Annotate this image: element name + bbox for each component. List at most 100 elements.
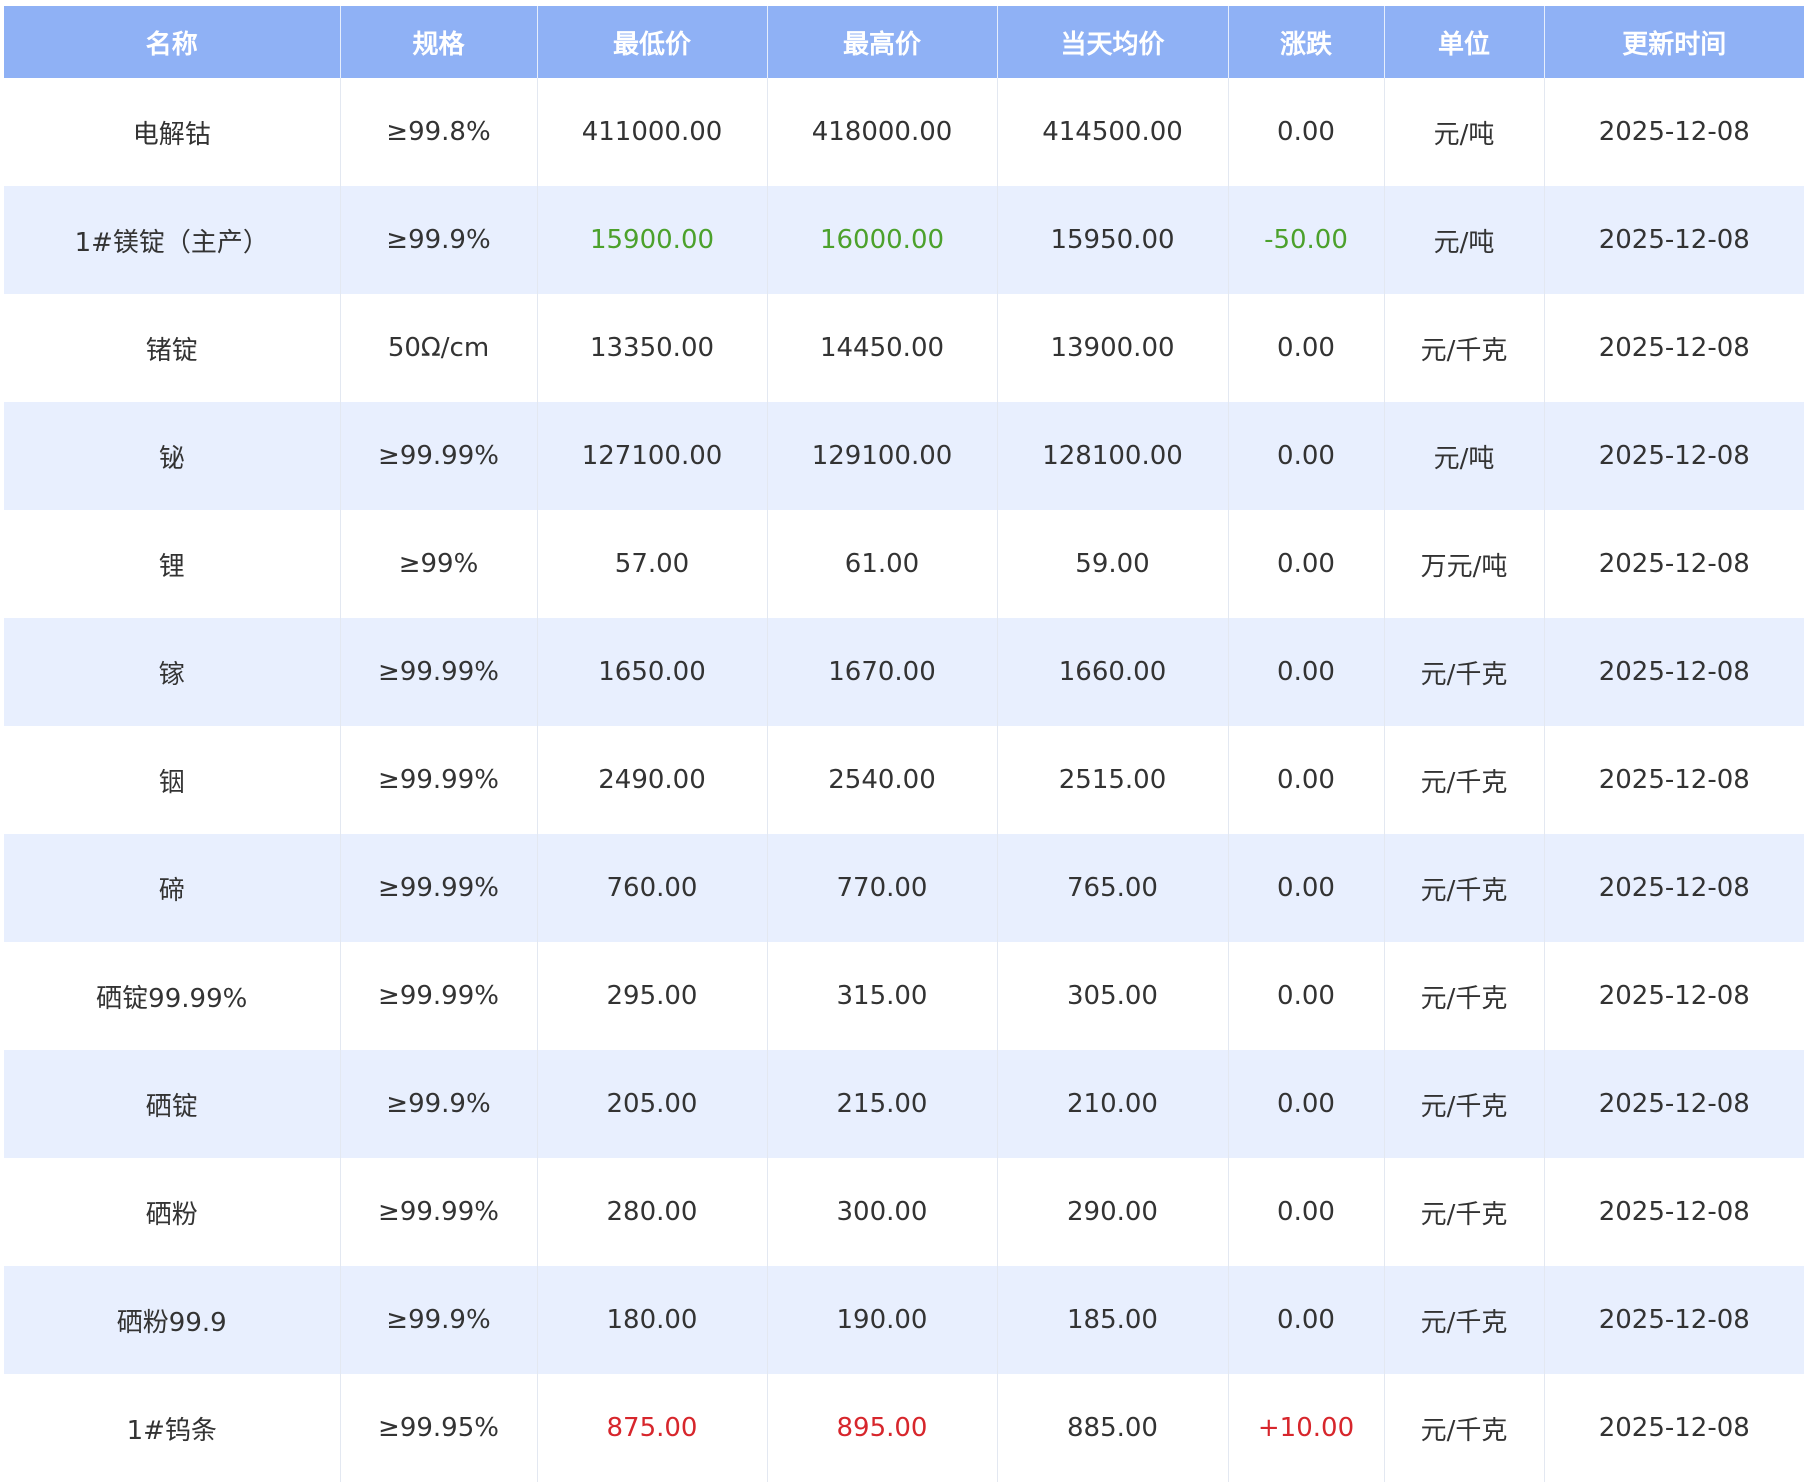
cell-name: 锗锭 (4, 294, 341, 402)
cell-spec: ≥99.8% (340, 78, 538, 186)
cell-avg-price: 885.00 (997, 1374, 1229, 1482)
cell-change: +10.00 (1228, 1374, 1385, 1482)
column-header-high-price[interactable]: 最高价 (767, 6, 998, 78)
cell-high-price: 190.00 (767, 1266, 998, 1374)
cell-high-price: 770.00 (767, 834, 998, 942)
header-row: 名称 规格 最低价 最高价 当天均价 涨跌 单位 更新时间 (4, 6, 1804, 78)
column-header-unit[interactable]: 单位 (1384, 6, 1545, 78)
cell-update-time: 2025-12-08 (1544, 510, 1804, 618)
cell-change: 0.00 (1228, 510, 1385, 618)
cell-name: 锂 (4, 510, 341, 618)
table-row[interactable]: 镓 ≥99.99% 1650.00 1670.00 1660.00 0.00 元/千克 202… (4, 618, 1804, 726)
cell-low-price: 57.00 (537, 510, 768, 618)
cell-avg-price: 210.00 (997, 1050, 1229, 1158)
table-row[interactable]: 1#镁锭（主产） ≥99.9% 15900.00 16000.00 15950.00 -5… (4, 186, 1804, 294)
cell-update-time: 2025-12-08 (1544, 402, 1804, 510)
table-row[interactable]: 电解钴 ≥99.8% 411000.00 418000.00 414500.00 0.00… (4, 78, 1804, 186)
table-row[interactable]: 硒锭99.99% ≥99.99% 295.00 315.00 305.00 0.00 元/千… (4, 942, 1804, 1050)
cell-update-time: 2025-12-08 (1544, 1374, 1804, 1482)
cell-unit: 元/千克 (1384, 834, 1545, 942)
cell-unit: 元/千克 (1384, 1374, 1545, 1482)
table-body: 电解钴 ≥99.8% 411000.00 418000.00 414500.00 0.00… (4, 78, 1804, 1482)
cell-name: 电解钴 (4, 78, 341, 186)
cell-name: 碲 (4, 834, 341, 942)
cell-avg-price: 13900.00 (997, 294, 1229, 402)
cell-low-price: 205.00 (537, 1050, 768, 1158)
cell-update-time: 2025-12-08 (1544, 1158, 1804, 1266)
cell-avg-price: 2515.00 (997, 726, 1229, 834)
cell-change: -50.00 (1228, 186, 1385, 294)
cell-spec: ≥99.99% (340, 834, 538, 942)
cell-spec: ≥99.9% (340, 186, 538, 294)
column-header-avg-price[interactable]: 当天均价 (997, 6, 1229, 78)
cell-name: 硒锭 (4, 1050, 341, 1158)
cell-low-price: 411000.00 (537, 78, 768, 186)
cell-update-time: 2025-12-08 (1544, 78, 1804, 186)
cell-update-time: 2025-12-08 (1544, 1050, 1804, 1158)
cell-change: 0.00 (1228, 834, 1385, 942)
column-header-spec[interactable]: 规格 (340, 6, 538, 78)
price-table-container: 名称 规格 最低价 最高价 当天均价 涨跌 单位 更新时间 电解钴 ≥99.8% 4… (4, 6, 1804, 1482)
cell-high-price: 14450.00 (767, 294, 998, 402)
table-row[interactable]: 1#钨条 ≥99.95% 875.00 895.00 885.00 +10.00 元/千克 2… (4, 1374, 1804, 1482)
cell-unit: 元/吨 (1384, 78, 1545, 186)
table-row[interactable]: 碲 ≥99.99% 760.00 770.00 765.00 0.00 元/千克 2025-1… (4, 834, 1804, 942)
cell-avg-price: 414500.00 (997, 78, 1229, 186)
cell-avg-price: 290.00 (997, 1158, 1229, 1266)
table-row[interactable]: 锂 ≥99% 57.00 61.00 59.00 0.00 万元/吨 2025-12-08 (4, 510, 1804, 618)
cell-low-price: 13350.00 (537, 294, 768, 402)
cell-change: 0.00 (1228, 726, 1385, 834)
table-row[interactable]: 硒锭 ≥99.9% 205.00 215.00 210.00 0.00 元/千克 2025-1… (4, 1050, 1804, 1158)
cell-change: 0.00 (1228, 294, 1385, 402)
cell-spec: ≥99.9% (340, 1050, 538, 1158)
cell-unit: 元/千克 (1384, 942, 1545, 1050)
cell-spec: ≥99.9% (340, 1266, 538, 1374)
table-row[interactable]: 锗锭 50Ω/cm 13350.00 14450.00 13900.00 0.00 元/千克… (4, 294, 1804, 402)
cell-high-price: 300.00 (767, 1158, 998, 1266)
cell-low-price: 760.00 (537, 834, 768, 942)
cell-unit: 元/吨 (1384, 186, 1545, 294)
column-header-change[interactable]: 涨跌 (1228, 6, 1385, 78)
column-header-update-time[interactable]: 更新时间 (1544, 6, 1804, 78)
cell-spec: ≥99.99% (340, 618, 538, 726)
cell-high-price: 16000.00 (767, 186, 998, 294)
cell-unit: 元/千克 (1384, 618, 1545, 726)
cell-avg-price: 15950.00 (997, 186, 1229, 294)
cell-spec: ≥99% (340, 510, 538, 618)
column-header-low-price[interactable]: 最低价 (537, 6, 768, 78)
cell-name: 硒锭99.99% (4, 942, 341, 1050)
cell-spec: ≥99.99% (340, 726, 538, 834)
cell-high-price: 2540.00 (767, 726, 998, 834)
cell-change: 0.00 (1228, 1050, 1385, 1158)
column-header-name[interactable]: 名称 (4, 6, 341, 78)
cell-low-price: 127100.00 (537, 402, 768, 510)
cell-avg-price: 305.00 (997, 942, 1229, 1050)
cell-change: 0.00 (1228, 618, 1385, 726)
cell-unit: 万元/吨 (1384, 510, 1545, 618)
cell-avg-price: 765.00 (997, 834, 1229, 942)
cell-unit: 元/千克 (1384, 1266, 1545, 1374)
cell-high-price: 418000.00 (767, 78, 998, 186)
cell-high-price: 315.00 (767, 942, 998, 1050)
cell-name: 镓 (4, 618, 341, 726)
cell-name: 硒粉 (4, 1158, 341, 1266)
table-row[interactable]: 硒粉 ≥99.99% 280.00 300.00 290.00 0.00 元/千克 2025-… (4, 1158, 1804, 1266)
cell-low-price: 15900.00 (537, 186, 768, 294)
cell-name: 铟 (4, 726, 341, 834)
cell-spec: ≥99.99% (340, 402, 538, 510)
cell-update-time: 2025-12-08 (1544, 726, 1804, 834)
cell-update-time: 2025-12-08 (1544, 834, 1804, 942)
cell-change: 0.00 (1228, 942, 1385, 1050)
cell-name: 1#钨条 (4, 1374, 341, 1482)
cell-update-time: 2025-12-08 (1544, 942, 1804, 1050)
cell-high-price: 1670.00 (767, 618, 998, 726)
table-row[interactable]: 铟 ≥99.99% 2490.00 2540.00 2515.00 0.00 元/千克 202… (4, 726, 1804, 834)
cell-unit: 元/千克 (1384, 726, 1545, 834)
cell-high-price: 61.00 (767, 510, 998, 618)
table-row[interactable]: 铋 ≥99.99% 127100.00 129100.00 128100.00 0.00 元… (4, 402, 1804, 510)
table-row[interactable]: 硒粉99.9 ≥99.9% 180.00 190.00 185.00 0.00 元/千克 20… (4, 1266, 1804, 1374)
cell-high-price: 215.00 (767, 1050, 998, 1158)
cell-low-price: 875.00 (537, 1374, 768, 1482)
cell-update-time: 2025-12-08 (1544, 294, 1804, 402)
cell-low-price: 2490.00 (537, 726, 768, 834)
